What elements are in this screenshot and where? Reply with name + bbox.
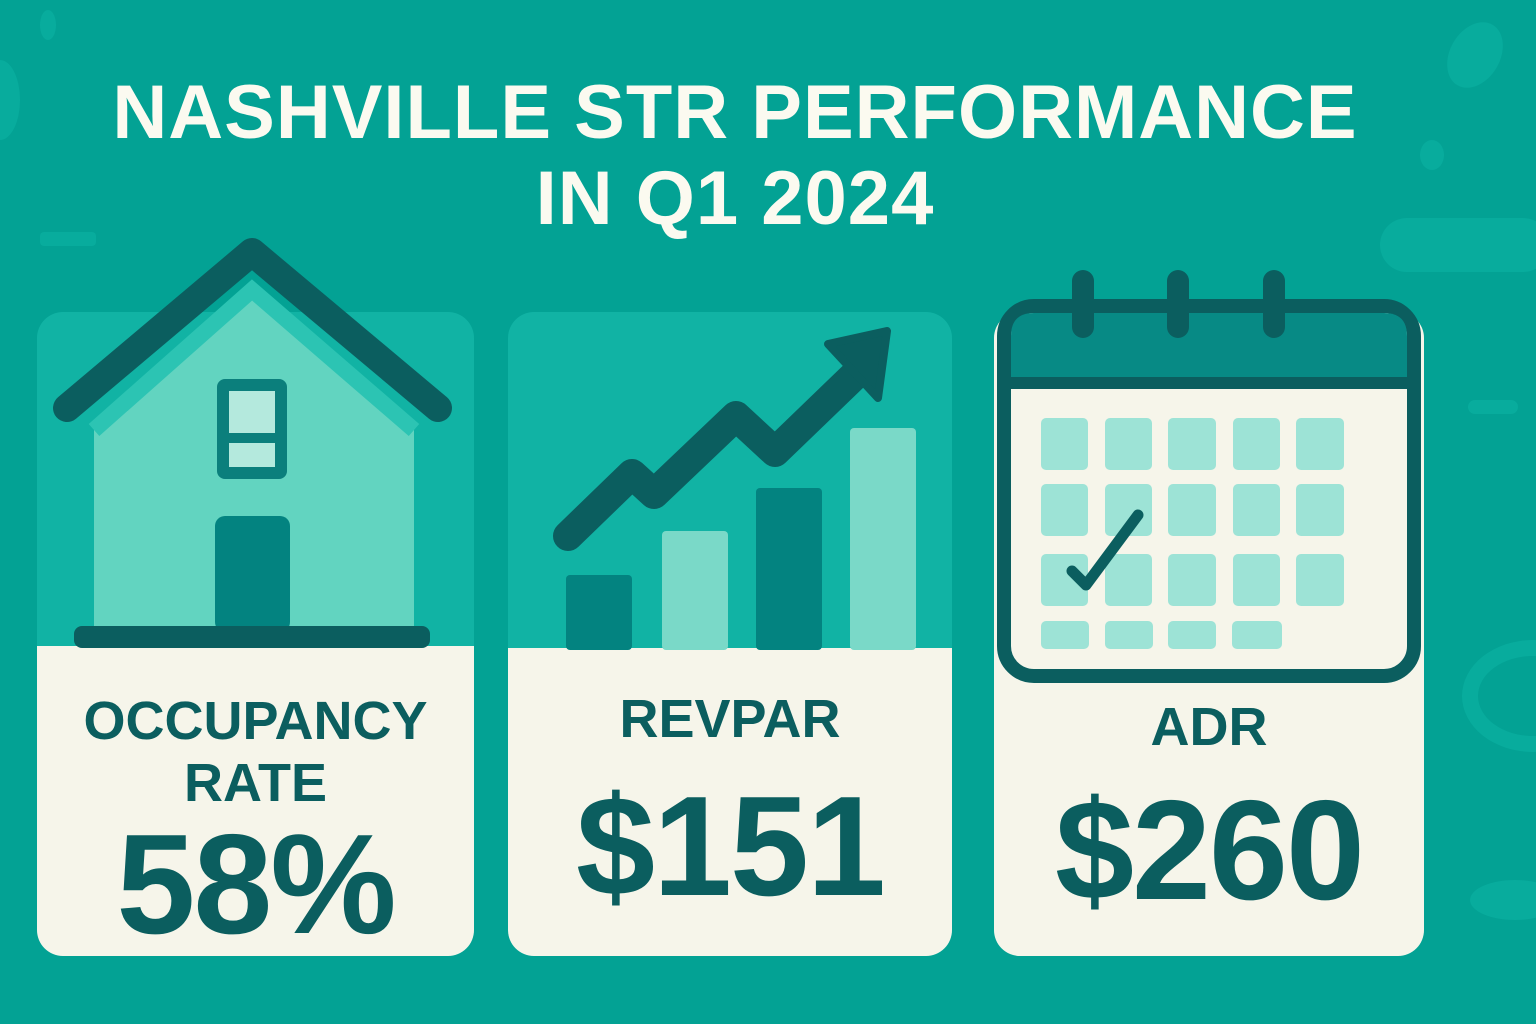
background-blob (0, 60, 20, 140)
background-blob (1468, 400, 1518, 414)
background-blob (1420, 140, 1444, 170)
card-panel (508, 648, 952, 956)
occupancy-label: OCCUPANCY RATE (83, 691, 428, 813)
background-blob (1380, 218, 1536, 272)
page-title: NASHVILLE STR PERFORMANCE IN Q1 2024 (0, 70, 1470, 242)
title-line-2: IN Q1 2024 (535, 156, 935, 241)
revpar-value: $151 (576, 767, 886, 926)
background-blob (40, 10, 56, 40)
revpar-label: REVPAR (619, 689, 841, 749)
title-line-1: NASHVILLE STR PERFORMANCE (112, 70, 1358, 155)
background-blob (1470, 880, 1536, 920)
adr-label: ADR (1150, 697, 1268, 757)
occupancy-value: 58% (116, 805, 396, 957)
background-blob (40, 232, 96, 246)
card-panel (37, 646, 474, 956)
adr-value: $260 (1055, 771, 1365, 930)
